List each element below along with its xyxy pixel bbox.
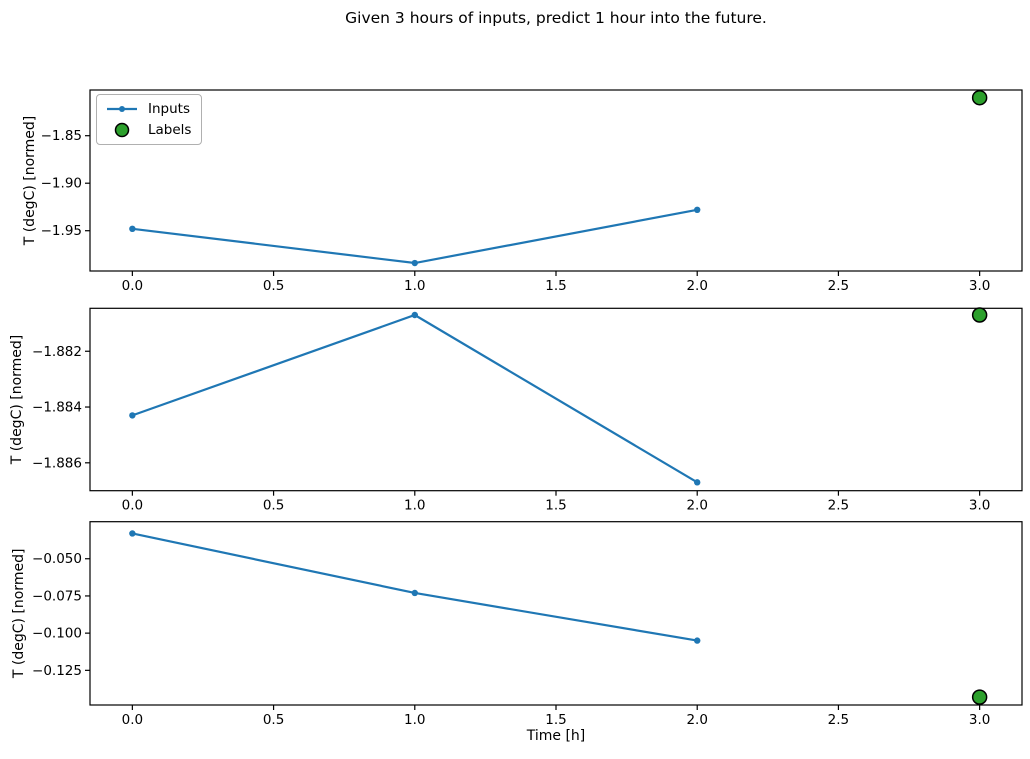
labels-dot-icon <box>114 122 130 138</box>
inputs-marker <box>129 225 136 233</box>
x-tick-label: 2.5 <box>828 278 849 294</box>
legend: Inputs Labels <box>96 94 203 145</box>
inputs-marker <box>129 412 136 419</box>
y-tick-label: −1.882 <box>32 344 82 360</box>
legend-item-inputs: Inputs <box>105 101 191 117</box>
x-tick-label: 2.5 <box>828 498 849 514</box>
x-tick-label: 0.0 <box>122 712 143 728</box>
x-tick-label: 0.0 <box>122 498 143 514</box>
inputs-marker <box>694 637 701 644</box>
y-axis-label: T (degC) [normed] <box>11 549 27 680</box>
x-tick-label: 3.0 <box>969 498 990 514</box>
x-tick-label: 1.0 <box>404 278 425 294</box>
axes-frame <box>89 89 1023 272</box>
y-tick-label: −1.95 <box>41 223 82 239</box>
axes-frame <box>89 521 1023 706</box>
inputs-marker <box>411 259 418 267</box>
x-tick-label: 1.5 <box>545 278 566 294</box>
y-tick-label: −0.075 <box>32 588 82 604</box>
y-tick-label: −1.85 <box>41 128 82 144</box>
legend-label-inputs: Inputs <box>148 101 190 117</box>
x-tick-label: 3.0 <box>969 278 990 294</box>
x-tick-label: 3.0 <box>969 712 990 728</box>
legend-item-labels: Labels <box>105 122 191 138</box>
y-tick-label: −0.100 <box>32 626 82 642</box>
y-axis-label: T (degC) [normed] <box>9 335 25 466</box>
y-tick-label: −0.050 <box>32 551 82 567</box>
x-tick-label: 2.5 <box>828 712 849 728</box>
subplot-2: 0.0 0.5 1.0 1.5 2.0 2.5 3.0 −1.882 −1.884 −1.886 T… <box>9 307 1023 514</box>
inputs-line-icon <box>107 106 137 112</box>
x-tick-label: 0.5 <box>263 712 284 728</box>
y-tick-label: −1.886 <box>32 455 82 471</box>
subplot-1: 0.0 0.5 1.0 1.5 2.0 2.5 3.0 −1.85 −1.90 −1.95T (d… <box>22 89 1023 294</box>
y-tick-label: −1.884 <box>32 400 82 416</box>
labels-point <box>971 89 988 106</box>
inputs-marker <box>129 530 136 537</box>
x-tick-label: 2.0 <box>686 278 707 294</box>
figure-title: Given 3 hours of inputs, predict 1 hour … <box>345 9 767 27</box>
subplot-3: 0.0 0.5 1.0 1.5 2.0 2.5 3.0 −0.050 −0.075 −0.100 −… <box>11 521 1023 728</box>
x-tick-label: 2.0 <box>686 498 707 514</box>
inputs-line <box>131 208 699 265</box>
labels-point <box>971 689 988 705</box>
labels-point <box>971 307 988 323</box>
y-tick-label: −1.90 <box>41 176 82 192</box>
x-tick-label: 1.5 <box>545 712 566 728</box>
x-axis-label: Time [h] <box>526 728 586 744</box>
x-tick-label: 1.0 <box>404 712 425 728</box>
inputs-marker <box>411 311 418 319</box>
inputs-marker <box>694 479 701 486</box>
axes-frame <box>89 307 1023 492</box>
x-tick-label: 0.0 <box>122 278 143 294</box>
inputs-line <box>131 532 699 642</box>
x-tick-label: 0.5 <box>263 498 284 514</box>
y-tick-label: −0.125 <box>32 663 82 679</box>
inputs-marker <box>411 589 418 597</box>
x-tick-label: 1.0 <box>404 498 425 514</box>
legend-label-labels: Labels <box>148 122 192 138</box>
x-tick-label: 1.5 <box>545 498 566 514</box>
x-tick-label: 2.0 <box>686 712 707 728</box>
y-axis-label: T (degC) [normed] <box>22 116 38 247</box>
inputs-line <box>131 313 699 484</box>
x-tick-label: 0.5 <box>263 278 284 294</box>
inputs-marker <box>694 206 701 214</box>
